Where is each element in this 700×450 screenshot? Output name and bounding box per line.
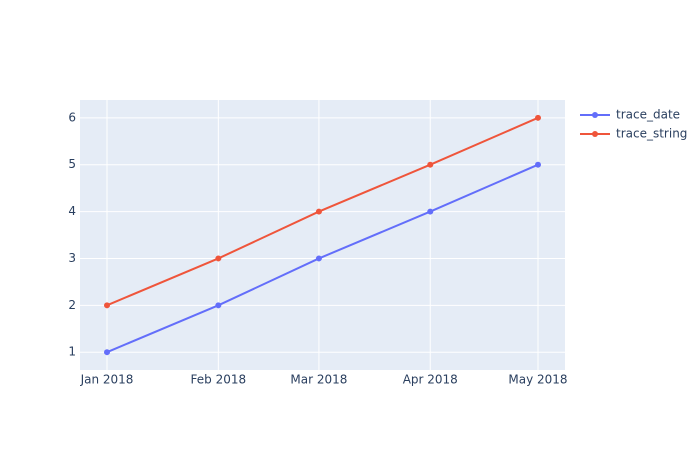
marker [427,161,434,168]
y-tick-label: 3 [68,251,76,265]
plot-area [80,100,565,370]
x-tick-label: May 2018 [508,373,567,387]
y-tick-label: 4 [68,204,76,218]
legend-label: trace_date [616,108,680,122]
legend-marker [592,131,598,137]
legend-label: trace_string [616,127,687,141]
legend-item: trace_date [580,108,680,122]
x-tick-label: Apr 2018 [403,373,458,387]
marker [104,302,110,309]
y-tick-label: 5 [68,157,76,171]
marker [535,161,541,168]
legend-marker [592,112,598,118]
marker [427,208,434,215]
marker [315,255,322,262]
x-tick-label: Jan 2018 [80,373,134,387]
y-tick-label: 1 [68,345,76,359]
y-tick-label: 2 [68,298,76,312]
marker [104,349,110,356]
legend-item: trace_string [580,127,687,141]
x-tick-label: Feb 2018 [191,373,247,387]
marker [215,302,222,309]
marker [315,208,322,215]
marker [535,114,541,121]
marker [215,255,222,262]
y-tick-label: 6 [68,110,76,124]
x-tick-label: Mar 2018 [290,373,347,387]
